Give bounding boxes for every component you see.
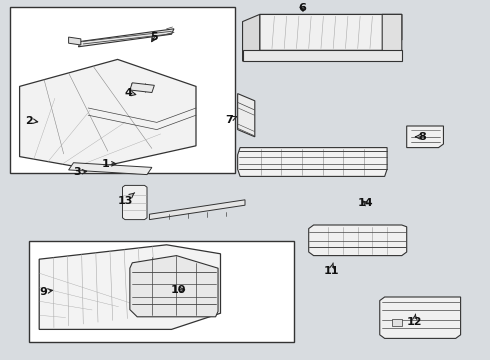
Polygon shape [78, 29, 174, 47]
Text: 12: 12 [407, 314, 422, 327]
Polygon shape [122, 185, 147, 220]
Polygon shape [382, 14, 402, 61]
Bar [29, 241, 294, 342]
Polygon shape [149, 200, 245, 220]
Text: 2: 2 [25, 116, 38, 126]
Polygon shape [392, 319, 402, 326]
Text: 3: 3 [74, 167, 87, 177]
Polygon shape [238, 148, 387, 176]
Polygon shape [20, 59, 196, 169]
Text: 6: 6 [298, 3, 306, 13]
Polygon shape [69, 37, 81, 45]
Polygon shape [130, 83, 154, 93]
Polygon shape [243, 14, 260, 61]
Text: 8: 8 [416, 132, 426, 142]
Polygon shape [243, 50, 402, 61]
Polygon shape [380, 297, 461, 338]
Polygon shape [309, 225, 407, 256]
Text: 7: 7 [225, 114, 237, 125]
Polygon shape [130, 256, 218, 317]
Text: 4: 4 [124, 88, 136, 98]
Polygon shape [260, 14, 402, 50]
Polygon shape [39, 245, 220, 329]
Text: 10: 10 [171, 285, 187, 295]
Text: 5: 5 [150, 32, 158, 42]
Polygon shape [407, 126, 443, 148]
Text: 13: 13 [117, 193, 135, 206]
Text: 1: 1 [101, 159, 116, 169]
Polygon shape [69, 163, 152, 175]
Bar [10, 7, 235, 173]
Text: 14: 14 [357, 198, 373, 208]
Text: 9: 9 [39, 287, 52, 297]
Polygon shape [238, 94, 255, 137]
Text: 11: 11 [323, 263, 339, 276]
